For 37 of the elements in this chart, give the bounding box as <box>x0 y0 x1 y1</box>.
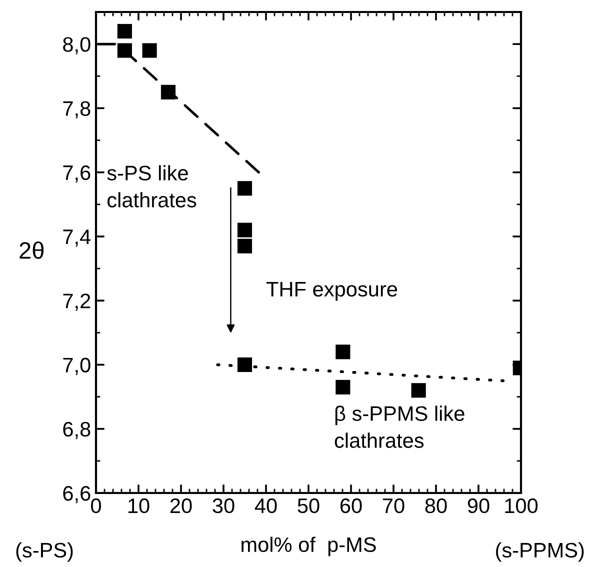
text: (s-PS) <box>16 542 73 562</box>
x-tick-label: 100 <box>505 498 538 514</box>
x-tick-label: 20 <box>170 498 192 514</box>
x-tick-label: 30 <box>212 498 234 514</box>
x-tick-label: 0 <box>91 498 101 514</box>
point <box>117 24 132 39</box>
annotation: β s-PPMS like clathrates <box>334 406 464 448</box>
x-axis-title: mol% of p-MS <box>242 536 376 556</box>
y-tick-label: 7,8 <box>63 101 90 118</box>
x-tick-label: 90 <box>468 498 490 514</box>
x-tick-label: 50 <box>298 498 320 514</box>
point <box>117 43 132 58</box>
y-tick-label: 7,4 <box>63 230 91 247</box>
point <box>160 84 176 100</box>
point <box>142 43 157 58</box>
point <box>237 357 252 372</box>
annotation: s-PS like clathrates <box>107 165 196 208</box>
y-tick-label: 8,0 <box>63 37 90 54</box>
y-tick-label: 7,6 <box>63 165 90 183</box>
x-tick-label: 70 <box>382 498 404 514</box>
x-tick-label: 10 <box>128 498 150 514</box>
point <box>237 238 252 254</box>
annotation: THF exposure <box>266 282 398 301</box>
text: (s-PPMS) <box>496 542 584 562</box>
x-tick-label: 80 <box>425 498 447 514</box>
y-tick-label: 6,6 <box>63 486 90 504</box>
x-tick-label: 60 <box>340 498 362 514</box>
point <box>237 222 252 238</box>
point <box>336 380 350 394</box>
y-axis-title: 2θ <box>20 242 44 259</box>
y-tick-label: 7,0 <box>63 358 90 375</box>
y-tick-label: 7,2 <box>63 294 90 311</box>
x-tick-label: 40 <box>254 498 277 514</box>
point <box>411 383 426 398</box>
point <box>237 181 252 196</box>
point <box>336 344 350 360</box>
y-tick-label: 6,8 <box>63 422 90 440</box>
